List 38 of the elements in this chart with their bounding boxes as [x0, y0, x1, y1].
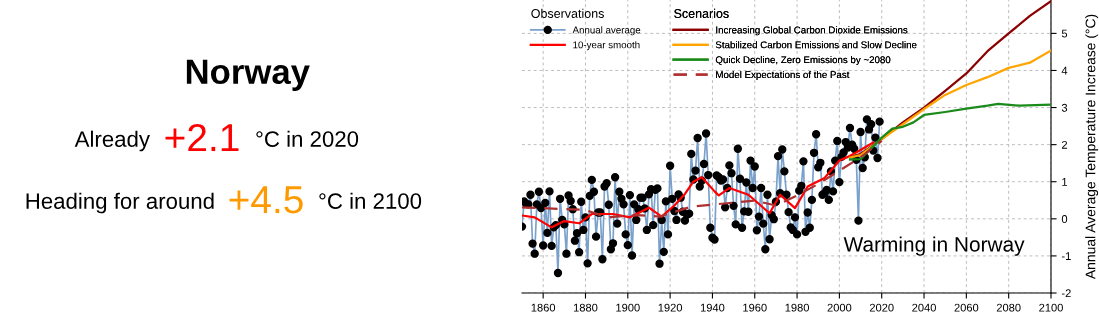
legend-label: Model Expectations of the Past	[716, 70, 850, 80]
x-tick-label: 2100	[1039, 303, 1063, 312]
legend-label: Quick Decline, Zero Emissions by ~2080	[715, 56, 891, 66]
legend-label: Stabilized Carbon Emissions and Slow Decline	[715, 41, 917, 49]
x-tick-label: 1980	[785, 303, 810, 312]
y-tick-label: -1	[1061, 252, 1071, 260]
text: °C in 2020	[256, 130, 359, 147]
x-tick-label: 2040	[912, 303, 936, 312]
y-tick-label: 0	[1061, 215, 1068, 223]
y-tick-label: 3	[1061, 103, 1068, 112]
y-tick-label: 4	[1061, 66, 1068, 75]
text: Scenarios	[674, 8, 729, 18]
text: °C in 2100	[319, 192, 422, 209]
y-tick-label: 2	[1061, 140, 1068, 149]
text: +4.5	[229, 186, 303, 214]
y-tick-label: 5	[1061, 29, 1068, 38]
x-tick-label: 2000	[827, 303, 852, 312]
text: Heading for around	[26, 192, 214, 214]
legend-label: Increasing Global Carbon Dioxide Emissions	[716, 26, 908, 36]
y-tick-label: -2	[1061, 289, 1071, 298]
text: Warming in Norway	[843, 236, 1025, 256]
text: Observations	[531, 8, 604, 18]
x-tick-label: 2080	[996, 303, 1021, 312]
x-tick-label: 2020	[869, 303, 894, 312]
x-tick-label: 2060	[954, 303, 979, 312]
text: +2.1	[165, 123, 239, 152]
x-tick-label: 1880	[573, 303, 598, 312]
x-tick-label: 1900	[616, 303, 640, 312]
x-tick-label: 1920	[658, 303, 683, 312]
text: Already	[74, 130, 150, 152]
text: Norway	[186, 59, 310, 91]
y-axis-title: Annual Average Temperature Increase (°C)	[1085, 14, 1099, 280]
legend-label: Annual average	[572, 26, 641, 36]
legend-label: 10-year smooth	[573, 41, 640, 51]
x-tick-label: 1940	[700, 303, 725, 312]
x-tick-label: 1960	[743, 303, 767, 312]
x-tick-label: 1860	[531, 303, 556, 312]
y-tick-label: 1	[1062, 178, 1068, 186]
